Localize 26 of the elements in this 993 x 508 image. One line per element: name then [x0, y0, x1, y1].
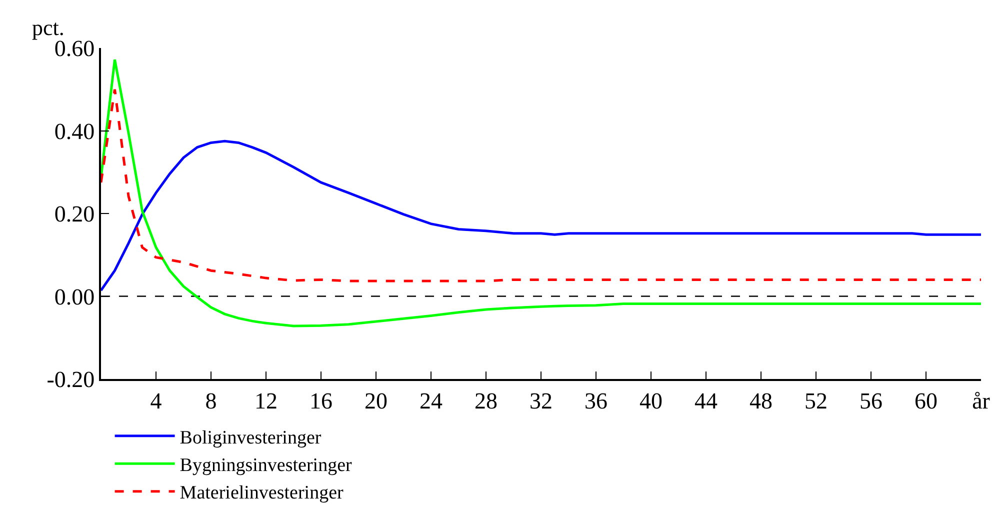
- y-tick-label: -0.20: [46, 367, 95, 392]
- x-tick-label: 44: [694, 388, 718, 414]
- line-series: [101, 140, 981, 292]
- x-tick-label: 56: [860, 388, 882, 414]
- x-tick-label: år: [972, 388, 990, 414]
- x-tick-label: 52: [804, 388, 828, 414]
- legend-label: Materielinvesteringer: [180, 482, 344, 504]
- legend-label: Boliginvesteringer: [180, 427, 322, 448]
- x-tick-label: 36: [584, 388, 608, 414]
- line-series: [101, 88, 981, 282]
- y-tick-label: 0.40: [54, 118, 95, 144]
- x-tick-label: 40: [640, 388, 662, 414]
- x-tick-label: 24: [420, 388, 443, 414]
- x-tick-label: 16: [310, 388, 332, 414]
- x-tick-label: 20: [364, 388, 388, 414]
- x-tick-label: 60: [914, 388, 938, 414]
- x-tick-label: 12: [254, 388, 278, 414]
- x-tick-label: 28: [474, 388, 498, 414]
- line-series: [101, 58, 981, 328]
- x-tick-label: 48: [750, 388, 772, 414]
- x-tick-label: 8: [205, 388, 217, 414]
- legend-label: Bygningsinvesteringer: [180, 455, 353, 476]
- x-tick-label: 32: [530, 388, 552, 414]
- x-tick-label: 4: [150, 388, 162, 414]
- y-tick-label: 0.20: [54, 202, 95, 227]
- y-tick-label: 0.00: [54, 284, 95, 310]
